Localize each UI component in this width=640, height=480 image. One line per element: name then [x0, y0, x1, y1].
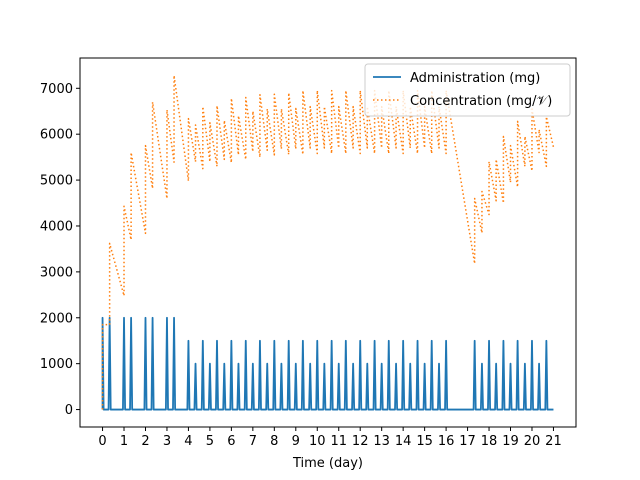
x-tick-label: 17 [459, 434, 476, 449]
x-tick-label: 6 [227, 434, 235, 449]
x-tick-label: 1 [120, 434, 128, 449]
y-tick-label: 3000 [40, 265, 73, 280]
concentration-line [101, 74, 555, 410]
x-tick-label: 3 [163, 434, 171, 449]
x-tick-label: 10 [309, 434, 326, 449]
plot-frame [79, 57, 577, 428]
x-tick-label: 20 [524, 434, 541, 449]
x-tick-label: 18 [481, 434, 498, 449]
x-tick-label: 2 [141, 434, 149, 449]
administration-line [101, 316, 554, 411]
y-tick-label: 0 [65, 403, 73, 418]
y-axis: 0 1000 2000 3000 4000 5000 6000 7000 [40, 82, 80, 418]
legend-label: Administration (mg) [410, 71, 540, 86]
x-tick-label: 16 [438, 434, 455, 449]
x-tick-label: 8 [270, 434, 278, 449]
legend-label: Concentration (mg/𝒱) [410, 94, 552, 109]
legend: Administration (mg) Concentration (mg/𝒱) [364, 63, 571, 117]
x-tick-label: 15 [416, 434, 433, 449]
legend-box [364, 63, 571, 117]
x-tick-label: 5 [206, 434, 214, 449]
x-axis: 0 1 2 3 4 5 6 7 8 9 10 11 12 13 14 15 16 17 18 19 20 21 [98, 427, 562, 449]
x-tick-label: 14 [395, 434, 412, 449]
x-tick-label: 9 [292, 434, 300, 449]
y-tick-label: 4000 [40, 219, 73, 234]
y-tick-label: 1000 [40, 357, 73, 372]
y-tick-label: 5000 [40, 174, 73, 189]
x-tick-label: 4 [184, 434, 192, 449]
x-tick-label: 19 [502, 434, 519, 449]
x-tick-label: 11 [330, 434, 347, 449]
y-tick-label: 2000 [40, 311, 73, 326]
y-tick-label: 7000 [40, 82, 73, 97]
x-axis-label: Time (day) [292, 456, 363, 471]
x-tick-label: 13 [373, 434, 390, 449]
y-tick-label: 6000 [40, 128, 73, 143]
plot-area [79, 57, 577, 428]
x-tick-label: 0 [98, 434, 106, 449]
x-tick-label: 21 [545, 434, 562, 449]
x-tick-label: 12 [352, 434, 369, 449]
x-tick-label: 7 [249, 434, 257, 449]
